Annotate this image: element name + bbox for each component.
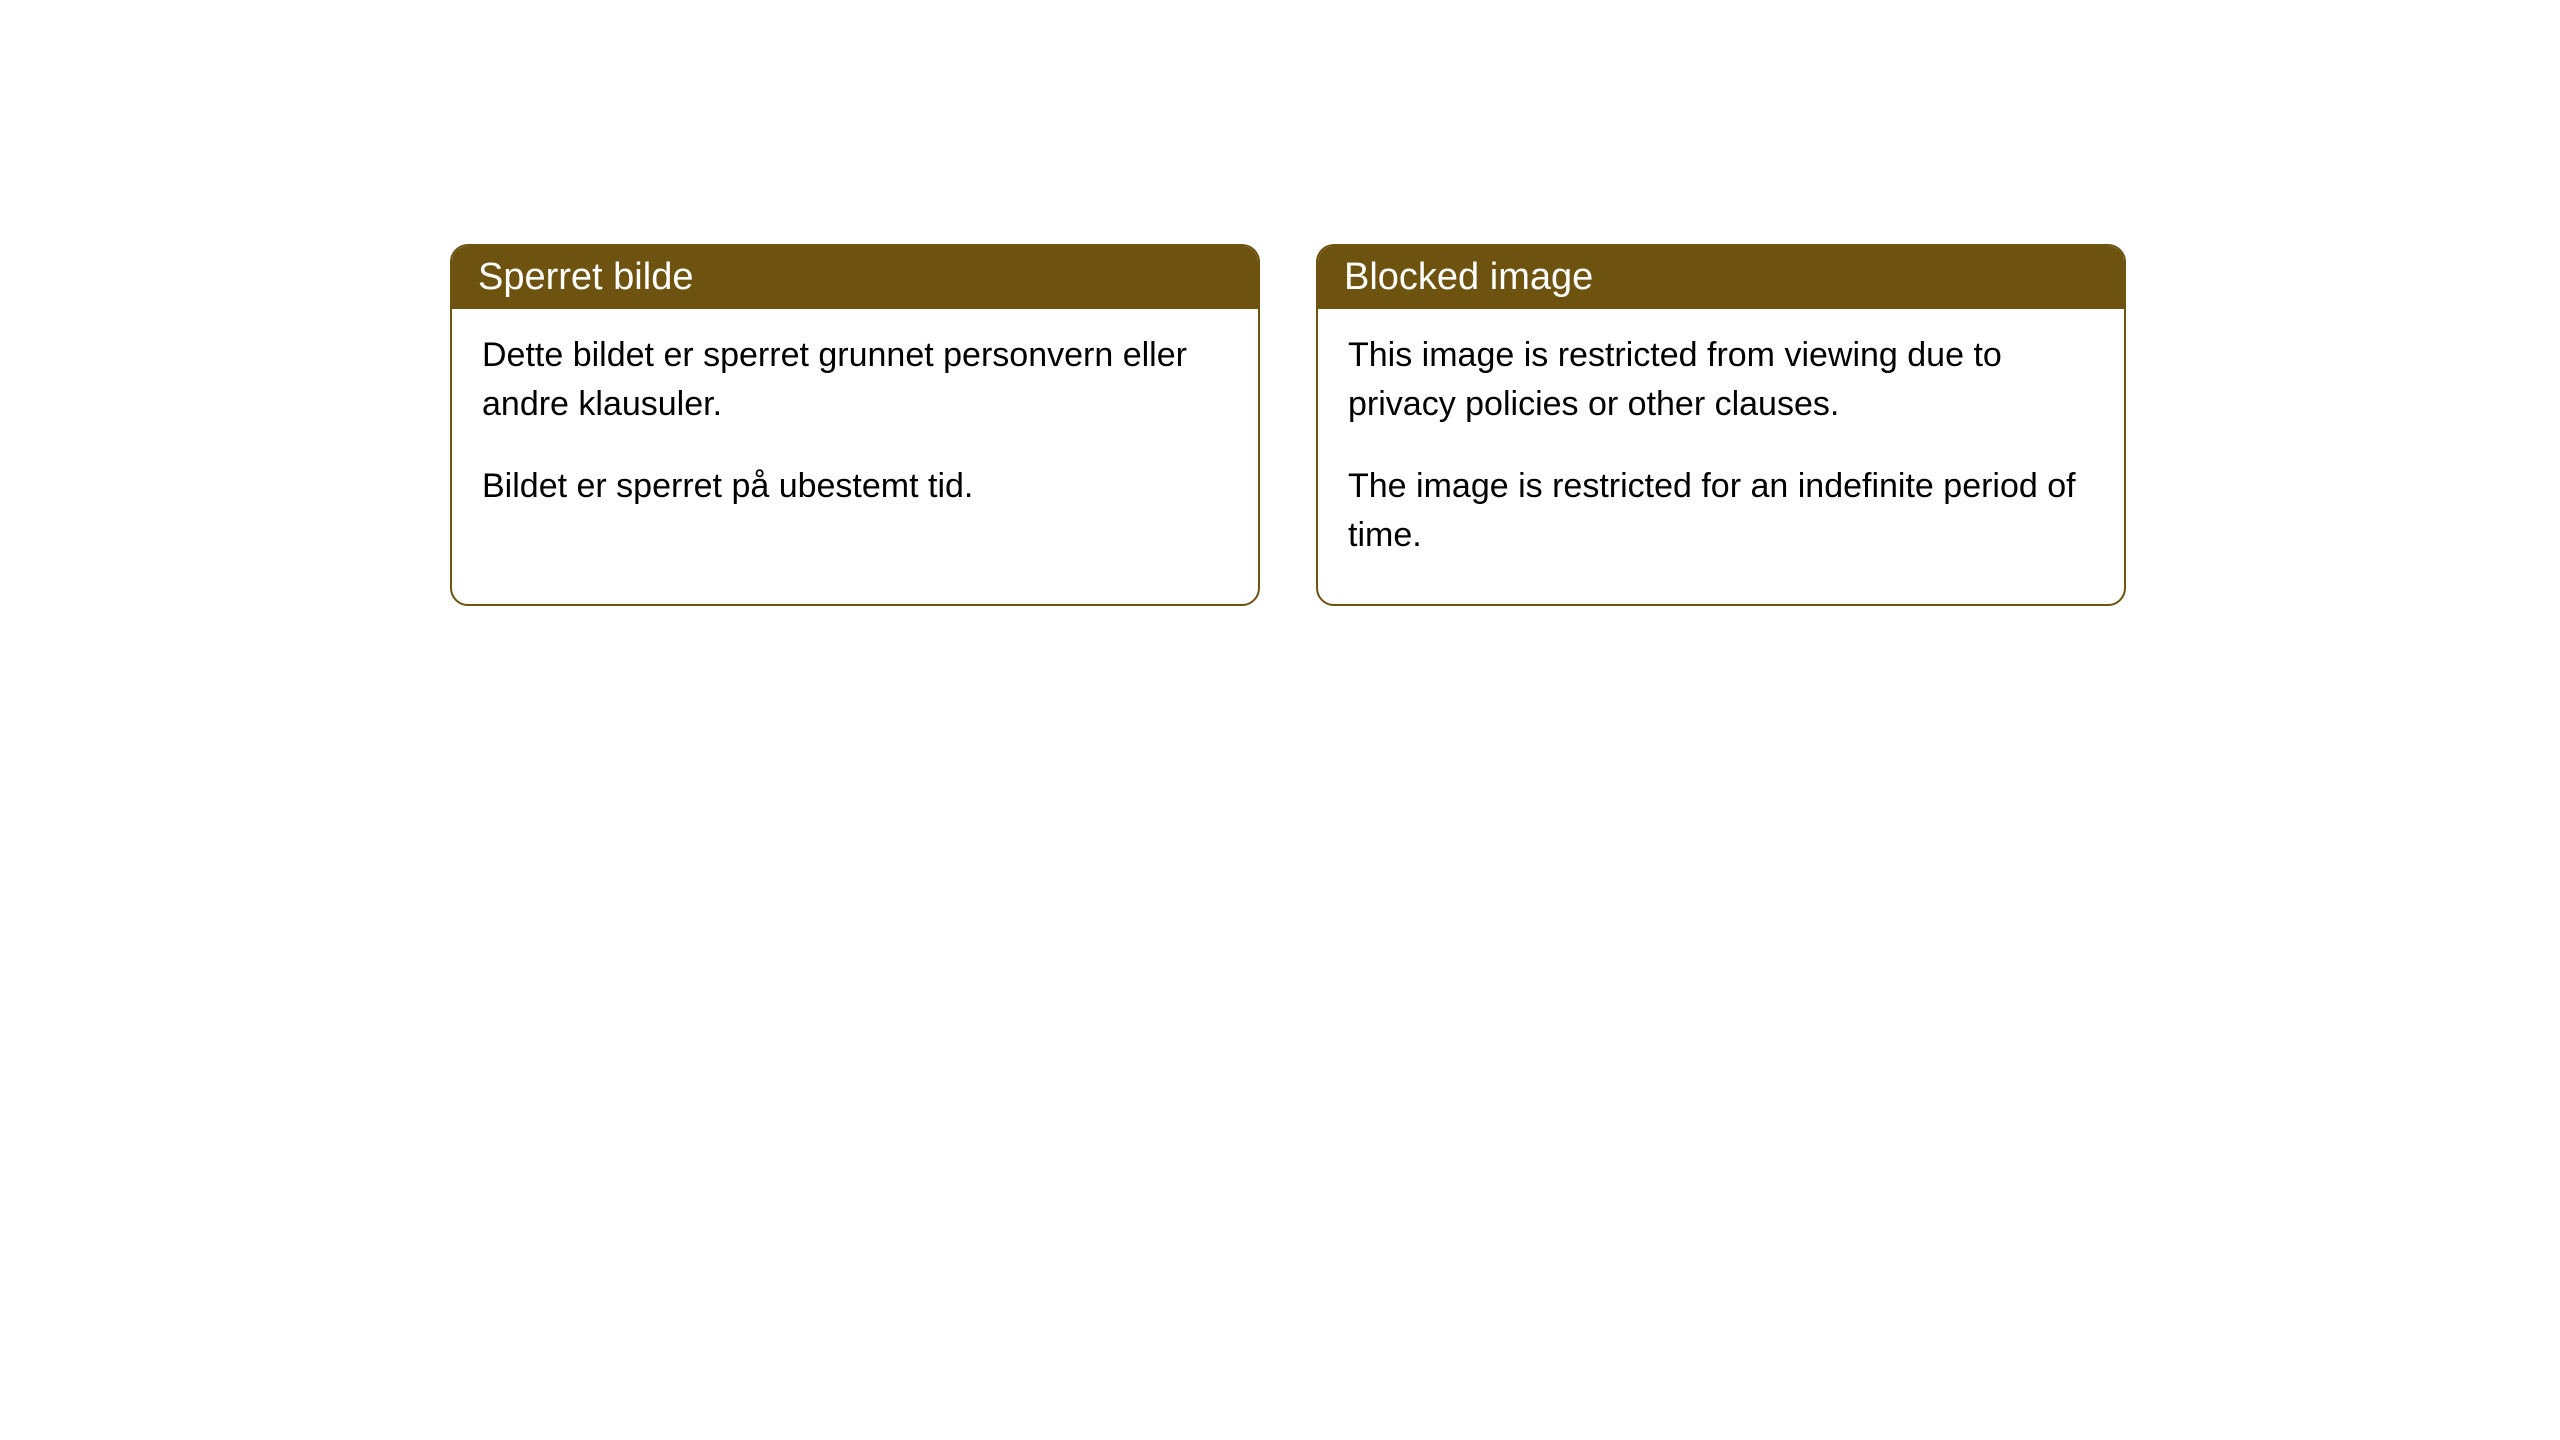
- card-body-no: Dette bildet er sperret grunnet personve…: [452, 309, 1258, 555]
- card-title-no: Sperret bilde: [478, 256, 693, 298]
- card-text-no-1: Dette bildet er sperret grunnet personve…: [482, 331, 1228, 430]
- card-text-en-1: This image is restricted from viewing du…: [1348, 331, 2094, 430]
- info-cards-container: Sperret bilde Dette bildet er sperret gr…: [450, 244, 2126, 606]
- blocked-image-card-en: Blocked image This image is restricted f…: [1316, 244, 2126, 606]
- card-text-en-2: The image is restricted for an indefinit…: [1348, 462, 2094, 561]
- card-header-en: Blocked image: [1318, 246, 2124, 309]
- blocked-image-card-no: Sperret bilde Dette bildet er sperret gr…: [450, 244, 1260, 606]
- card-header-no: Sperret bilde: [452, 246, 1258, 309]
- card-text-no-2: Bildet er sperret på ubestemt tid.: [482, 462, 1228, 511]
- card-title-en: Blocked image: [1344, 256, 1593, 298]
- card-body-en: This image is restricted from viewing du…: [1318, 309, 2124, 604]
